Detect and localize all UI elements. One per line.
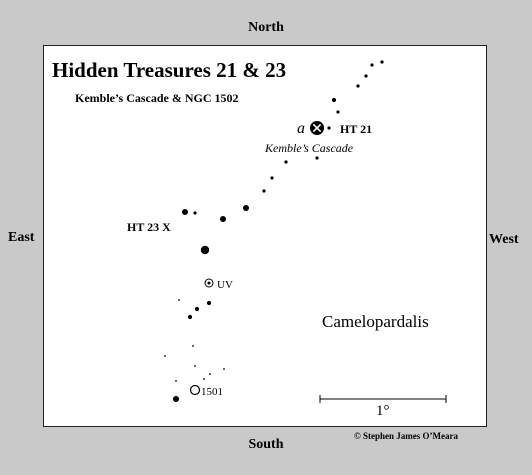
ht21-letter: a	[297, 120, 305, 137]
star-marker	[201, 246, 209, 254]
star-marker	[192, 345, 194, 347]
star-marker	[173, 396, 179, 402]
star-marker	[188, 315, 192, 319]
star-marker	[193, 211, 196, 214]
star-marker	[315, 156, 318, 159]
star-marker	[243, 205, 249, 211]
star-marker	[220, 216, 226, 222]
star-marker	[262, 189, 265, 192]
ht23-label: HT 23 X	[127, 220, 171, 234]
star-marker	[203, 378, 205, 380]
star-marker	[207, 301, 211, 305]
star-marker	[178, 299, 180, 301]
ht21-cluster-icon	[310, 121, 324, 135]
star-marker	[364, 74, 367, 77]
star-marker	[182, 209, 188, 215]
star-marker	[195, 307, 199, 311]
ngc1501-label: 1501	[201, 386, 223, 398]
stars-layer	[164, 60, 384, 402]
star-marker	[223, 368, 225, 370]
star-marker	[194, 365, 196, 367]
scale-label: 1°	[376, 403, 390, 419]
chart-title: Hidden Treasures 21 & 23	[52, 58, 286, 82]
ht21-label: HT 21	[340, 122, 372, 136]
star-marker	[209, 373, 211, 375]
star-marker	[327, 126, 330, 129]
scale-bar	[320, 395, 446, 403]
kembles-cascade-label: Kemble’s Cascade	[264, 141, 354, 155]
star-marker	[336, 110, 339, 113]
star-marker	[270, 176, 273, 179]
chart-subtitle: Kemble’s Cascade & NGC 1502	[75, 91, 239, 105]
star-marker	[356, 84, 359, 87]
star-marker	[175, 380, 177, 382]
variable-star-icon	[205, 279, 213, 287]
star-marker	[284, 160, 287, 163]
constellation-label: Camelopardalis	[322, 312, 429, 331]
star-marker	[332, 98, 336, 102]
uv-label: UV	[217, 279, 233, 291]
star-marker	[164, 355, 166, 357]
star-marker	[380, 60, 383, 63]
star-marker	[370, 63, 373, 66]
nebula-icon	[191, 386, 200, 395]
